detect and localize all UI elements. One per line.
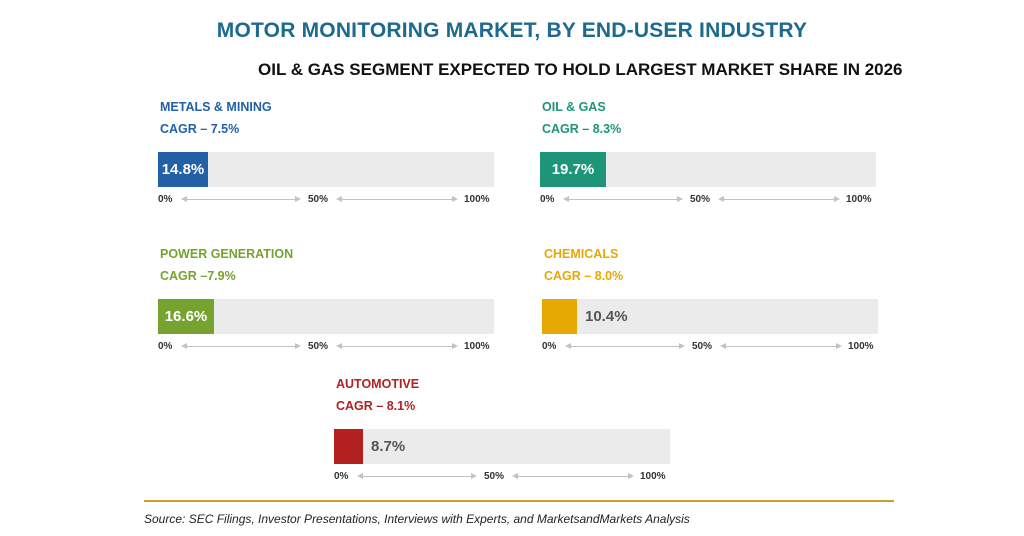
axis-scale: 0% 50% 100% [540,192,880,208]
axis-tick-label: 100% [848,341,874,352]
axis-arrow [563,196,683,202]
segment-cagr: CAGR –7.9% [160,269,236,283]
axis-tick-label: 0% [540,194,555,205]
axis-arrow [336,196,458,202]
axis-scale: 0% 50% 100% [158,192,498,208]
segment-cagr: CAGR – 8.1% [336,399,416,413]
chart-subtitle: OIL & GAS SEGMENT EXPECTED TO HOLD LARGE… [258,60,903,79]
segment-name: METALS & MINING [160,100,272,114]
axis-tick-label: 50% [690,194,711,205]
axis-scale: 0% 50% 100% [542,339,882,355]
axis-tick-label: 100% [846,194,872,205]
segment-cagr: CAGR – 8.0% [544,269,624,283]
bar-value-label: 14.8% [161,161,205,178]
bar-fill [158,152,208,187]
axis-scale: 0% 50% 100% [158,339,498,355]
panel-3: CHEMICALS CAGR – 8.0% 10.4% 0% 50% 100% [542,247,882,367]
segment-cagr: CAGR – 7.5% [160,122,240,136]
bar-value-label: 10.4% [585,308,628,325]
panel-1: OIL & GAS CAGR – 8.3% 19.7% 0% 50% 100% [540,100,880,220]
axis-tick-label: 50% [484,471,505,482]
axis-scale: 0% 50% 100% [334,469,674,485]
panel-4: AUTOMOTIVE CAGR – 8.1% 8.7% 0% 50% 100% [334,377,674,497]
source-note: Source: SEC Filings, Investor Presentati… [144,512,690,526]
axis-arrow [357,473,477,479]
axis-arrow [181,196,301,202]
segment-name: AUTOMOTIVE [336,377,420,391]
bar-fill [158,299,214,334]
bar-value-label: 16.6% [164,308,208,325]
bar-track: 16.6% [158,299,494,334]
footer-divider [144,500,894,502]
axis-tick-label: 50% [692,341,713,352]
axis-tick-label: 100% [464,194,490,205]
panel-0: METALS & MINING CAGR – 7.5% 14.8% 0% 50% 100% [158,100,498,220]
chart-title: MOTOR MONITORING MARKET, BY END-USER IND… [216,19,808,42]
segment-name: POWER GENERATION [160,247,294,261]
axis-tick-label: 100% [464,341,490,352]
axis-tick-label: 0% [334,471,349,482]
bar-track: 10.4% [542,299,878,334]
axis-tick-label: 100% [640,471,666,482]
axis-arrow [181,343,301,349]
axis-arrow [512,473,634,479]
bar-track: 19.7% [540,152,876,187]
panel-2: POWER GENERATION CAGR –7.9% 16.6% 0% 50% 100% [158,247,498,367]
axis-tick-label: 50% [308,194,329,205]
axis-arrow [718,196,840,202]
segment-name: CHEMICALS [544,247,619,261]
segment-cagr: CAGR – 8.3% [542,122,622,136]
axis-tick-label: 0% [158,341,173,352]
axis-arrow [720,343,842,349]
bar-track: 14.8% [158,152,494,187]
axis-tick-label: 50% [308,341,329,352]
axis-tick-label: 0% [542,341,557,352]
axis-arrow [336,343,458,349]
bar-fill [542,299,577,334]
bar-track: 8.7% [334,429,670,464]
segment-name: OIL & GAS [542,100,606,114]
bar-fill [334,429,363,464]
axis-arrow [565,343,685,349]
bar-fill [540,152,606,187]
bar-value-label: 19.7% [551,161,595,178]
axis-tick-label: 0% [158,194,173,205]
bar-value-label: 8.7% [371,438,406,455]
